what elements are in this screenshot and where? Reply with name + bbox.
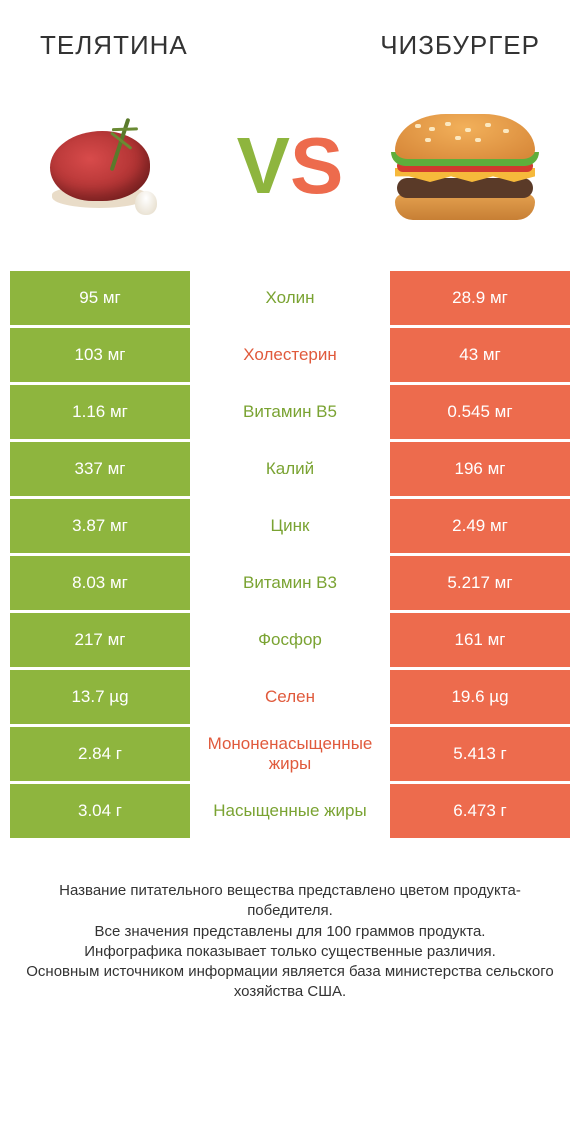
nutrient-label: Витамин B5 bbox=[190, 385, 390, 439]
nutrient-label: Цинк bbox=[190, 499, 390, 553]
table-row: 13.7 µgСелен19.6 µg bbox=[10, 670, 570, 724]
nutrient-label: Витамин B3 bbox=[190, 556, 390, 610]
vs-v: V bbox=[237, 126, 290, 206]
right-value: 0.545 мг bbox=[390, 385, 570, 439]
left-value: 3.87 мг bbox=[10, 499, 190, 553]
table-row: 3.04 гНасыщенные жиры6.473 г bbox=[10, 784, 570, 838]
table-row: 1.16 мгВитамин B50.545 мг bbox=[10, 385, 570, 439]
right-value: 28.9 мг bbox=[390, 271, 570, 325]
table-row: 8.03 мгВитамин B35.217 мг bbox=[10, 556, 570, 610]
nutrient-label: Селен bbox=[190, 670, 390, 724]
right-value: 5.217 мг bbox=[390, 556, 570, 610]
table-row: 337 мгКалий196 мг bbox=[10, 442, 570, 496]
footer-line: Название питательного вещества представл… bbox=[20, 881, 560, 922]
left-value: 1.16 мг bbox=[10, 385, 190, 439]
left-value: 13.7 µg bbox=[10, 670, 190, 724]
vs-s: S bbox=[290, 126, 343, 206]
left-value: 2.84 г bbox=[10, 727, 190, 781]
right-value: 196 мг bbox=[390, 442, 570, 496]
left-value: 103 мг bbox=[10, 328, 190, 382]
right-value: 43 мг bbox=[390, 328, 570, 382]
comparison-table: 95 мгХолин28.9 мг103 мгХолестерин43 мг1.… bbox=[0, 271, 580, 838]
nutrient-label: Холестерин bbox=[190, 328, 390, 382]
left-product-title: ТЕЛЯТИНА bbox=[40, 30, 188, 61]
header: ТЕЛЯТИНА ЧИЗБУРГЕР bbox=[0, 0, 580, 71]
right-value: 5.413 г bbox=[390, 727, 570, 781]
nutrient-label: Фосфор bbox=[190, 613, 390, 667]
left-value: 217 мг bbox=[10, 613, 190, 667]
table-row: 2.84 гМононенасыщенные жиры5.413 г bbox=[10, 727, 570, 781]
cheeseburger-icon bbox=[385, 106, 545, 226]
left-value: 95 мг bbox=[10, 271, 190, 325]
left-value: 3.04 г bbox=[10, 784, 190, 838]
footer-notes: Название питательного вещества представл… bbox=[0, 841, 580, 1003]
right-value: 2.49 мг bbox=[390, 499, 570, 553]
table-row: 217 мгФосфор161 мг bbox=[10, 613, 570, 667]
right-value: 6.473 г bbox=[390, 784, 570, 838]
nutrient-label: Насыщенные жиры bbox=[190, 784, 390, 838]
veal-icon bbox=[40, 111, 190, 221]
right-value: 161 мг bbox=[390, 613, 570, 667]
right-product-title: ЧИЗБУРГЕР bbox=[380, 30, 540, 61]
nutrient-label: Калий bbox=[190, 442, 390, 496]
vs-label: VS bbox=[237, 126, 344, 206]
right-value: 19.6 µg bbox=[390, 670, 570, 724]
table-row: 95 мгХолин28.9 мг bbox=[10, 271, 570, 325]
footer-line: Инфографика показывает только существенн… bbox=[20, 942, 560, 962]
cheeseburger-image bbox=[380, 101, 550, 231]
vs-row: VS bbox=[0, 71, 580, 271]
left-value: 8.03 мг bbox=[10, 556, 190, 610]
footer-line: Все значения представлены для 100 граммо… bbox=[20, 922, 560, 942]
table-row: 3.87 мгЦинк2.49 мг bbox=[10, 499, 570, 553]
nutrient-label: Мононенасыщенные жиры bbox=[190, 727, 390, 781]
veal-image bbox=[30, 101, 200, 231]
left-value: 337 мг bbox=[10, 442, 190, 496]
table-row: 103 мгХолестерин43 мг bbox=[10, 328, 570, 382]
footer-line: Основным источником информации является … bbox=[20, 962, 560, 1003]
nutrient-label: Холин bbox=[190, 271, 390, 325]
